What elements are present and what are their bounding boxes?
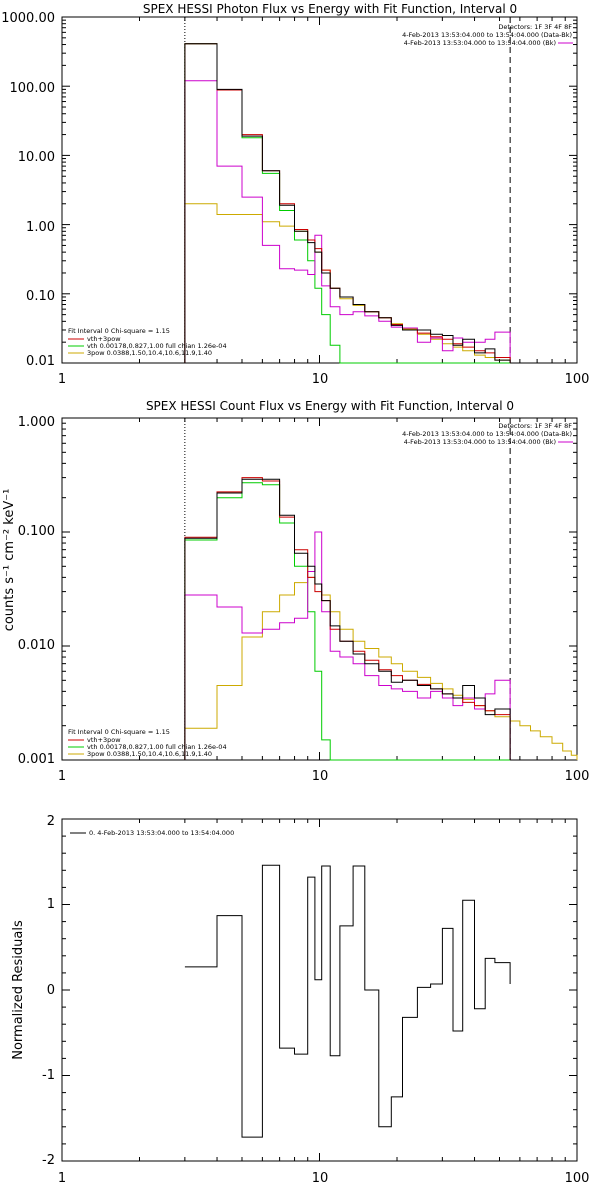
series-bk-line [184, 531, 511, 760]
y-tick-label: 0 [47, 983, 55, 998]
x-tick-label: 100 [565, 769, 590, 784]
residuals-legend: 0. 4-Feb-2013 13:53:04.000 to 13:54:04.0… [70, 829, 234, 837]
y-tick-label: 10.00 [18, 150, 55, 165]
series-3pow-line [184, 203, 511, 363]
series-vth-line [184, 43, 511, 364]
y-tick-label: 1 [47, 897, 55, 912]
y-tick-label: -2 [42, 1153, 55, 1168]
residuals-x-tick-labels: 1 10 100 [58, 1171, 590, 1186]
series-data-bk-line [184, 43, 511, 363]
x-tick-label: 10 [312, 1171, 329, 1186]
y-tick-label: 1.000 [18, 415, 55, 430]
photon-flux-panel: SPEX HESSI Photon Flux vs Energy with Fi… [1, 2, 589, 387]
photon-flux-range-markers [184, 17, 511, 363]
series-residuals-line [184, 864, 511, 1138]
legend-data-interval: 4-Feb-2013 13:53:04.000 to 13:54:04.000 … [402, 31, 572, 39]
x-tick-label: 100 [565, 372, 590, 387]
legend-3pow: 3pow 0.0388,1.50,10.4,10.6,11.9,1.40 [87, 750, 212, 758]
residuals-panel: Normalized Residuals -2 -1 0 1 2 1 10 10… [11, 814, 589, 1186]
count-flux-title: SPEX HESSI Count Flux vs Energy with Fit… [146, 399, 514, 413]
series-3pow-line [184, 576, 578, 760]
y-tick-label: 1.00 [26, 220, 55, 235]
photon-flux-tick-marks [61, 16, 578, 364]
residuals-y-axis-label: Normalized Residuals [11, 920, 26, 1060]
photon-flux-legend-top-right: Detectors: 1F 3F 4F 8F 4-Feb-2013 13:53:… [402, 23, 573, 47]
series-data-bk-line [184, 478, 511, 760]
legend-fit-interval: Fit Interval 0 Chi-square = 1.15 [68, 327, 170, 335]
x-tick-label: 1 [58, 1171, 66, 1186]
y-tick-label: 0.10 [26, 289, 55, 304]
y-tick-label: -1 [42, 1068, 55, 1083]
series-vth+3pow-line [184, 477, 511, 760]
count-flux-y-axis-label: counts s⁻¹ cm⁻² keV⁻¹ [2, 489, 17, 632]
legend-vth3pow: vth+3pow [87, 335, 121, 343]
y-tick-label: 0.001 [18, 752, 55, 767]
y-tick-label: 100.00 [10, 81, 56, 96]
photon-flux-title: SPEX HESSI Photon Flux vs Energy with Fi… [143, 2, 517, 16]
legend-residuals-interval: 0. 4-Feb-2013 13:53:04.000 to 13:54:04.0… [89, 829, 234, 837]
y-tick-label: 0.010 [18, 638, 55, 653]
legend-vth: vth 0.00178,0.827,1.00 full chian 1.26e-… [87, 743, 227, 751]
residuals-series [184, 864, 511, 1138]
photon-flux-series [184, 43, 511, 364]
photon-flux-plot-frame [61, 16, 578, 364]
legend-3pow: 3pow 0.0388,1.50,10.4,10.6,11.9,1.40 [87, 349, 212, 357]
legend-bk-interval: 4-Feb-2013 13:53:04.000 to 13:54:04.000 … [404, 438, 556, 446]
x-tick-label: 1 [58, 372, 66, 387]
legend-vth3pow: vth+3pow [87, 736, 121, 744]
legend-bk-interval: 4-Feb-2013 13:53:04.000 to 13:54:04.000 … [404, 39, 556, 47]
residuals-plot-frame [61, 818, 578, 1162]
legend-vth: vth 0.00178,0.827,1.00 full chian 1.26e-… [87, 342, 227, 350]
count-flux-tick-marks [61, 417, 578, 761]
series-bk-line [184, 80, 511, 363]
count-flux-panel: SPEX HESSI Count Flux vs Energy with Fit… [2, 399, 589, 784]
count-flux-legend-top-right: Detectors: 1F 3F 4F 8F 4-Feb-2013 13:53:… [402, 422, 573, 446]
legend-detectors: Detectors: 1F 3F 4F 8F [498, 422, 572, 430]
x-tick-label: 1 [58, 769, 66, 784]
y-tick-label: 1000.00 [1, 11, 55, 26]
count-flux-range-markers [184, 418, 511, 760]
residuals-tick-marks [61, 818, 578, 1162]
legend-fit-interval: Fit Interval 0 Chi-square = 1.15 [68, 728, 170, 736]
legend-data-interval: 4-Feb-2013 13:53:04.000 to 13:54:04.000 … [402, 430, 572, 438]
count-flux-legend-bottom-left: Fit Interval 0 Chi-square = 1.15 vth+3po… [68, 728, 227, 758]
series-vth-line [184, 482, 511, 761]
x-tick-label: 10 [312, 372, 329, 387]
count-flux-series [184, 477, 578, 761]
photon-flux-x-tick-labels: 1 10 100 [58, 372, 590, 387]
x-tick-label: 100 [565, 1171, 590, 1186]
y-tick-label: 0.01 [26, 354, 55, 369]
y-tick-label: 2 [47, 814, 55, 829]
x-tick-label: 10 [312, 769, 329, 784]
photon-flux-y-tick-labels: 0.01 0.10 1.00 10.00 100.00 1000.00 [1, 11, 55, 369]
photon-flux-legend-bottom-left: Fit Interval 0 Chi-square = 1.15 vth+3po… [68, 327, 227, 357]
count-flux-y-tick-labels: 0.001 0.010 0.100 1.000 [18, 415, 55, 767]
legend-detectors: Detectors: 1F 3F 4F 8F [498, 23, 572, 31]
y-tick-label: 0.100 [18, 524, 55, 539]
count-flux-x-tick-labels: 1 10 100 [58, 769, 590, 784]
series-vth+3pow-line [184, 43, 511, 363]
residuals-y-tick-labels: -2 -1 0 1 2 [42, 814, 55, 1168]
